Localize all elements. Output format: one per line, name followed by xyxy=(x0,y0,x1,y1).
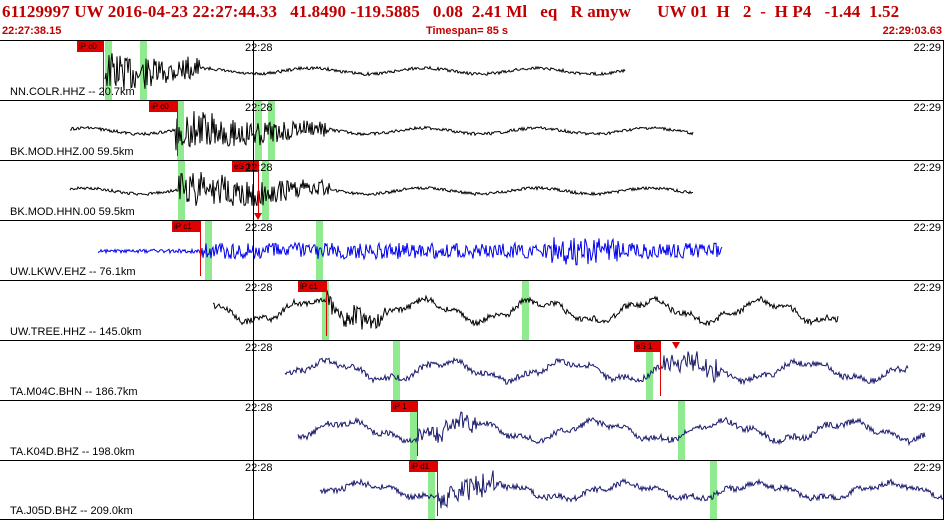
pick-line[interactable] xyxy=(103,41,104,96)
phase-window-marker xyxy=(177,101,184,160)
time-tick-label: 22:29 xyxy=(913,462,941,474)
channel-label: BK.MOD.HHZ.00 59.5km xyxy=(10,146,134,158)
trace-panel[interactable]: iP 1 22:28 22:29 TA.K04D.BHZ -- 198.0km xyxy=(0,400,944,460)
phase-pick-flag[interactable]: iP 1 xyxy=(391,401,417,412)
phase-pick-flag[interactable]: iP c1 xyxy=(172,221,200,232)
waveform-trace xyxy=(69,171,694,207)
pick-line[interactable] xyxy=(437,461,438,516)
channel-label: BK.MOD.HHN.00 59.5km xyxy=(10,206,135,218)
phase-window-marker xyxy=(205,221,212,280)
phase-window-marker xyxy=(428,461,435,519)
trace-panel[interactable]: iP c1 22:28 22:29 UW.TREE.HHZ -- 145.0km xyxy=(0,280,944,340)
phase-window-marker xyxy=(710,461,717,519)
waveform-trace xyxy=(69,111,694,151)
phase-window-marker xyxy=(316,221,323,280)
minute-gridline xyxy=(253,401,254,460)
channel-label: UW.LKWV.EHZ -- 76.1km xyxy=(10,266,136,278)
time-tick-label: 22:29 xyxy=(913,42,941,54)
waveform-trace xyxy=(104,53,626,90)
start-time: 22:27:38.15 xyxy=(2,25,62,37)
phase-pick-flag[interactable]: eS 1 xyxy=(634,341,660,352)
phase-window-marker xyxy=(322,281,329,340)
time-tick-label: 22:28 xyxy=(245,162,273,174)
pick-line[interactable] xyxy=(326,281,327,336)
time-tick-label: 22:29 xyxy=(913,222,941,234)
time-tick-label: 22:28 xyxy=(245,342,273,354)
minute-gridline xyxy=(253,341,254,400)
end-time: 22:29:03.63 xyxy=(882,25,942,37)
time-tick-label: 22:28 xyxy=(245,282,273,294)
phase-pick-flag[interactable]: iP c0 xyxy=(149,101,177,112)
waveform-trace xyxy=(284,351,909,386)
trace-panel[interactable]: iP d1 22:28 22:29 TA.J05D.BHZ -- 209.0km xyxy=(0,460,944,520)
minute-gridline xyxy=(253,281,254,340)
channel-label: UW.TREE.HHZ -- 145.0km xyxy=(10,326,142,338)
phase-pick-flag[interactable]: eS 1 xyxy=(232,161,258,172)
time-tick-label: 22:28 xyxy=(245,222,273,234)
seismogram-panels[interactable]: iP c0 22:29 NN.COLR.HHZ -- 20.7km 22:28 iP c… xyxy=(0,40,944,520)
time-tick-label: 22:29 xyxy=(913,162,941,174)
time-tick-label: 22:28 xyxy=(245,402,273,414)
minute-gridline xyxy=(253,461,254,519)
phase-pick-flag[interactable]: iP d1 xyxy=(409,461,437,472)
time-tick-label: 22:29 xyxy=(913,342,941,354)
waveform-trace xyxy=(212,290,839,330)
time-tick-label: 22:28 xyxy=(245,462,273,474)
minute-gridline xyxy=(253,41,254,100)
trace-panel[interactable]: iP c0 22:29 NN.COLR.HHZ -- 20.7km 22:28 xyxy=(0,40,944,100)
phase-window-marker xyxy=(410,401,417,460)
phase-window-marker xyxy=(678,401,685,460)
pick-line[interactable] xyxy=(200,221,201,276)
pick-line[interactable] xyxy=(417,401,418,456)
phase-window-marker xyxy=(393,341,400,400)
phase-pick-flag[interactable]: iP c1 xyxy=(298,281,326,292)
trace-panel[interactable]: eS 1 22:28 22:29 TA.M04C.BHN -- 186.7km xyxy=(0,340,944,400)
trace-panel[interactable]: eS 1 22:28 22:29 BK.MOD.HHN.00 59.5km xyxy=(0,160,944,220)
minute-gridline xyxy=(253,101,254,160)
minute-gridline xyxy=(253,221,254,280)
time-tick-label: 22:29 xyxy=(913,102,941,114)
phase-window-marker xyxy=(178,161,185,220)
phase-window-marker xyxy=(522,281,529,340)
event-summary: 61129997 UW 2016-04-23 22:27:44.33 41.84… xyxy=(2,2,900,21)
time-tick-label: 22:28 xyxy=(245,102,273,114)
timespan-label: Timespan= 85 s xyxy=(426,25,509,37)
phase-window-marker xyxy=(646,341,653,400)
pick-line[interactable] xyxy=(660,341,661,396)
time-tick-label: 22:29 xyxy=(913,402,941,414)
waveform-trace xyxy=(297,411,926,447)
trace-panel[interactable]: iP c1 22:28 22:29 UW.LKWV.EHZ -- 76.1km xyxy=(0,220,944,280)
arrival-marker-icon xyxy=(254,213,262,220)
waveform-trace xyxy=(97,237,723,266)
channel-label: NN.COLR.HHZ -- 20.7km xyxy=(10,86,135,98)
event-header: 61129997 UW 2016-04-23 22:27:44.33 41.84… xyxy=(0,0,944,40)
minute-gridline xyxy=(253,161,254,220)
time-tick-label: 22:28 xyxy=(245,42,273,54)
trace-panel[interactable]: iP c0 22:28 22:29 BK.MOD.HHZ.00 59.5km xyxy=(0,100,944,160)
arrival-marker-icon xyxy=(672,342,680,349)
pick-line[interactable] xyxy=(177,101,178,156)
pick-line[interactable] xyxy=(258,161,259,216)
channel-label: TA.K04D.BHZ -- 198.0km xyxy=(10,446,135,458)
waveform-trace xyxy=(319,470,944,509)
phase-pick-flag[interactable]: iP c0 xyxy=(77,41,103,52)
time-tick-label: 22:29 xyxy=(913,282,941,294)
channel-label: TA.M04C.BHN -- 186.7km xyxy=(10,386,138,398)
channel-label: TA.J05D.BHZ -- 209.0km xyxy=(10,505,133,517)
